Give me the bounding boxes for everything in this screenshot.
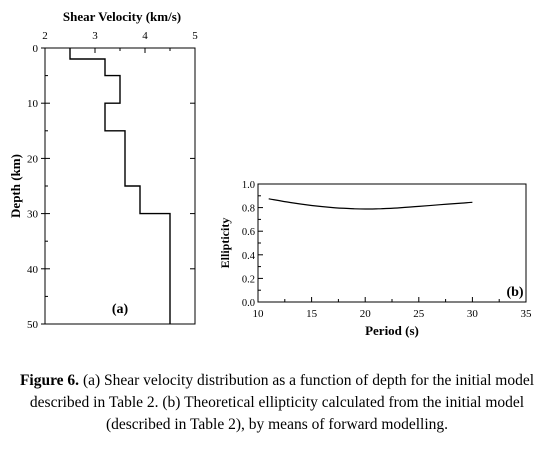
- panel-a-y-axis-title: Depth (km): [8, 154, 23, 218]
- panel-a-y-tick-label: 20: [27, 153, 39, 165]
- panel-b-y-tick-label: 0.0: [242, 298, 255, 309]
- panel-b-y-tick-label: 0.8: [242, 204, 255, 215]
- panel-a-x-tick-label: 3: [92, 30, 98, 42]
- panel-b-label: (b): [506, 285, 523, 300]
- ellipticity-curve: [268, 198, 473, 210]
- panel-a-label: (a): [112, 302, 129, 317]
- panel-b-x-axis-title: Period (s): [365, 323, 419, 338]
- panel-b-ellipticity-chart: Period (s) Ellipticity (b) 10 15 20 25 30 35 0…: [218, 180, 532, 338]
- caption-text: (a) Shear velocity distribution as a fun…: [29, 372, 535, 433]
- panel-b-y-tick-label: 1.0: [242, 180, 255, 191]
- panel-b-x-tick-label: 10: [253, 308, 265, 320]
- panel-b-x-tick-label: 15: [306, 308, 318, 320]
- panel-a-x-tick-label: 5: [192, 30, 198, 42]
- panel-a-y-tick-label: 30: [27, 209, 39, 221]
- panel-a-x-tick-label: 2: [42, 30, 48, 42]
- panel-a-y-tick-label: 0: [33, 43, 39, 55]
- figure-6: Shear Velocity (km/s) Depth (km) (a) 2 3 4…: [8, 9, 532, 338]
- panel-b-frame: [257, 183, 527, 303]
- panel-b-x-tick-label: 20: [360, 308, 372, 320]
- panel-b-x-tick-label: 25: [413, 308, 425, 320]
- panel-b-y-tick-label: 0.6: [242, 227, 255, 238]
- panel-a-y-tick-label: 50: [27, 319, 39, 331]
- panel-b-x-tick-label: 35: [521, 308, 533, 320]
- panel-a-x-tick-label: 4: [142, 30, 148, 42]
- panel-b-y-tick-label: 0.4: [242, 251, 256, 262]
- panel-a-y-tick-label: 10: [27, 98, 39, 110]
- panel-a-y-tick-label: 40: [27, 264, 39, 276]
- figure-caption: Figure 6. (a) Shear velocity distributio…: [6, 370, 548, 436]
- velocity-profile-line: [69, 48, 171, 324]
- panel-b-y-tick-label: 0.2: [242, 274, 255, 285]
- panel-b-x-tick-label: 30: [467, 308, 479, 320]
- panel-b-ticks: 10 15 20 25 30 35 0.0 0.2 0.4 0.6 0.8 1.0: [242, 180, 532, 320]
- caption-label: Figure 6.: [19, 372, 80, 389]
- panel-a-shear-velocity-chart: Shear Velocity (km/s) Depth (km) (a) 2 3 4…: [8, 9, 198, 331]
- panel-a-x-axis-title: Shear Velocity (km/s): [63, 9, 181, 24]
- panel-b-y-axis-title: Ellipticity: [218, 218, 232, 269]
